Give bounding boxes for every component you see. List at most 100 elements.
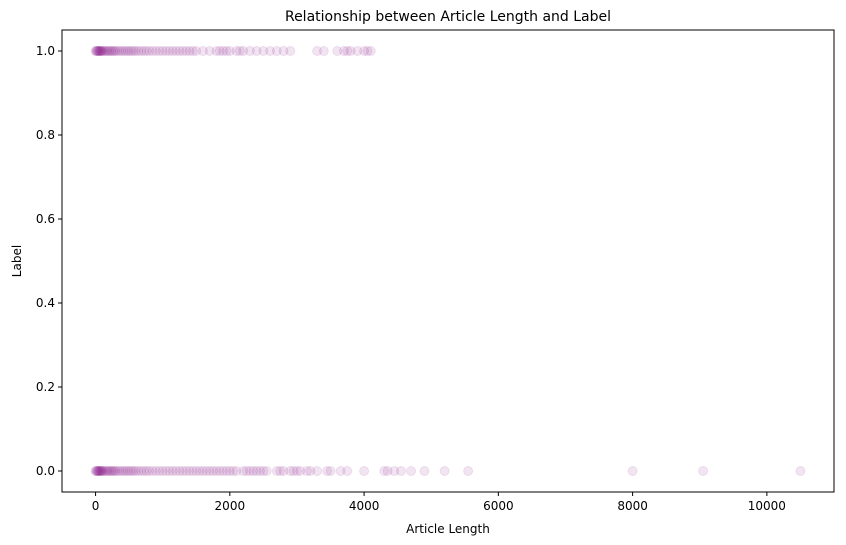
scatter-point-label-0-78 — [305, 466, 316, 476]
scatter-point-label-1-25 — [120, 46, 131, 56]
scatter-point-label-0-42 — [167, 466, 178, 476]
scatter-point-label-1-4 — [93, 46, 104, 56]
scatter-point-label-1-26 — [122, 46, 133, 56]
y-axis-label: Label — [10, 245, 24, 277]
scatter-point-label-1-48 — [187, 46, 198, 56]
scatter-point-label-1-40 — [161, 46, 172, 56]
scatter-point-label-0-65 — [248, 466, 259, 476]
scatter-point-label-0-93 — [627, 466, 638, 476]
scatter-point-label-0-59 — [224, 466, 235, 476]
scatter-point-label-0-73 — [285, 466, 296, 476]
x-tick-label: 6000 — [483, 499, 514, 513]
scatter-point-label-0-27 — [124, 466, 135, 476]
scatter-point-label-1-3 — [92, 46, 103, 56]
scatter-point-label-1-11 — [98, 46, 109, 56]
scatter-point-label-1-34 — [141, 46, 152, 56]
scatter-point-label-1-64 — [271, 46, 282, 56]
scatter-point-label-1-0 — [90, 46, 101, 56]
scatter-point-label-1-5 — [93, 46, 104, 56]
scatter-point-label-1-65 — [278, 46, 289, 56]
scatter-point-label-0-5 — [93, 466, 104, 476]
scatter-point-label-1-42 — [167, 46, 178, 56]
scatter-point-label-0-2 — [91, 466, 102, 476]
scatter-point-label-0-70 — [271, 466, 282, 476]
scatter-point-label-0-34 — [141, 466, 152, 476]
scatter-point-label-0-28 — [126, 466, 137, 476]
y-tick-label: 0.4 — [36, 296, 55, 310]
scatter-point-label-0-68 — [258, 466, 269, 476]
scatter-point-label-0-62 — [238, 466, 249, 476]
scatter-point-label-0-21 — [112, 466, 123, 476]
scatter-point-label-0-16 — [105, 466, 116, 476]
scatter-point-label-1-19 — [109, 46, 120, 56]
scatter-point-label-0-25 — [120, 466, 131, 476]
scatter-point-label-1-12 — [99, 46, 110, 56]
scatter-point-label-1-62 — [258, 46, 269, 56]
y-tick-label: 0.0 — [36, 464, 55, 478]
x-axis-label: Article Length — [406, 522, 490, 536]
scatter-point-label-0-24 — [118, 466, 129, 476]
scatter-point-label-0-31 — [133, 466, 144, 476]
scatter-point-label-1-63 — [265, 46, 276, 56]
scatter-point-label-0-80 — [322, 466, 333, 476]
y-tick-label: 0.8 — [36, 128, 55, 142]
scatter-point-label-0-12 — [99, 466, 110, 476]
scatter-point-label-0-49 — [191, 466, 202, 476]
scatter-point-label-0-46 — [181, 466, 192, 476]
scatter-point-label-0-76 — [295, 466, 306, 476]
scatter-point-label-0-22 — [114, 466, 125, 476]
scatter-point-label-0-38 — [154, 466, 165, 476]
scatter-point-label-0-55 — [211, 466, 222, 476]
scatter-point-label-0-10 — [97, 466, 108, 476]
scatter-point-label-0-40 — [161, 466, 172, 476]
scatter-point-label-1-13 — [101, 46, 112, 56]
scatter-point-label-0-1 — [91, 466, 102, 476]
scatter-point-label-0-84 — [359, 466, 370, 476]
scatter-point-label-1-60 — [244, 46, 255, 56]
scatter-point-label-0-91 — [439, 466, 450, 476]
x-tick-label: 8000 — [617, 499, 648, 513]
scatter-point-label-1-20 — [110, 46, 121, 56]
scatter-point-label-1-53 — [214, 46, 225, 56]
scatter-point-label-0-33 — [138, 466, 149, 476]
data-points — [90, 46, 806, 476]
scatter-point-label-0-69 — [261, 466, 272, 476]
scatter-point-label-0-56 — [214, 466, 225, 476]
scatter-point-label-0-8 — [95, 466, 106, 476]
x-tick-label: 4000 — [349, 499, 380, 513]
scatter-point-label-0-52 — [201, 466, 212, 476]
scatter-point-label-1-36 — [147, 46, 158, 56]
scatter-point-label-1-51 — [204, 46, 215, 56]
scatter-point-label-0-3 — [92, 466, 103, 476]
scatter-point-label-1-30 — [130, 46, 141, 56]
scatter-point-label-0-23 — [116, 466, 127, 476]
scatter-point-label-1-10 — [97, 46, 108, 56]
scatter-point-label-0-74 — [288, 466, 299, 476]
scatter-point-label-1-38 — [154, 46, 165, 56]
scatter-point-label-1-6 — [94, 46, 105, 56]
scatter-point-label-1-35 — [144, 46, 155, 56]
scatter-point-label-1-68 — [318, 46, 329, 56]
scatter-point-label-1-66 — [285, 46, 296, 56]
x-tick-label: 0 — [92, 499, 100, 513]
y-tick-label: 0.2 — [36, 380, 55, 394]
scatter-point-label-1-1 — [91, 46, 102, 56]
scatter-point-label-0-51 — [197, 466, 208, 476]
scatter-point-label-0-37 — [150, 466, 161, 476]
scatter-point-label-0-26 — [122, 466, 133, 476]
scatter-point-label-1-39 — [157, 46, 168, 56]
scatter-point-label-1-67 — [312, 46, 323, 56]
scatter-point-label-1-72 — [345, 46, 356, 56]
scatter-point-label-1-9 — [96, 46, 107, 56]
scatter-point-label-1-54 — [218, 46, 229, 56]
y-axis-ticks: 0.0 0.2 0.4 0.6 0.8 1.0 — [36, 44, 62, 478]
scatter-point-label-1-58 — [234, 46, 245, 56]
scatter-point-label-0-92 — [463, 466, 474, 476]
x-tick-label: 2000 — [215, 499, 246, 513]
scatter-point-label-0-41 — [164, 466, 175, 476]
scatter-point-label-1-15 — [103, 46, 114, 56]
scatter-point-label-0-77 — [302, 466, 313, 476]
scatter-point-label-1-71 — [342, 46, 353, 56]
scatter-point-label-1-32 — [136, 46, 147, 56]
scatter-point-label-0-44 — [174, 466, 185, 476]
